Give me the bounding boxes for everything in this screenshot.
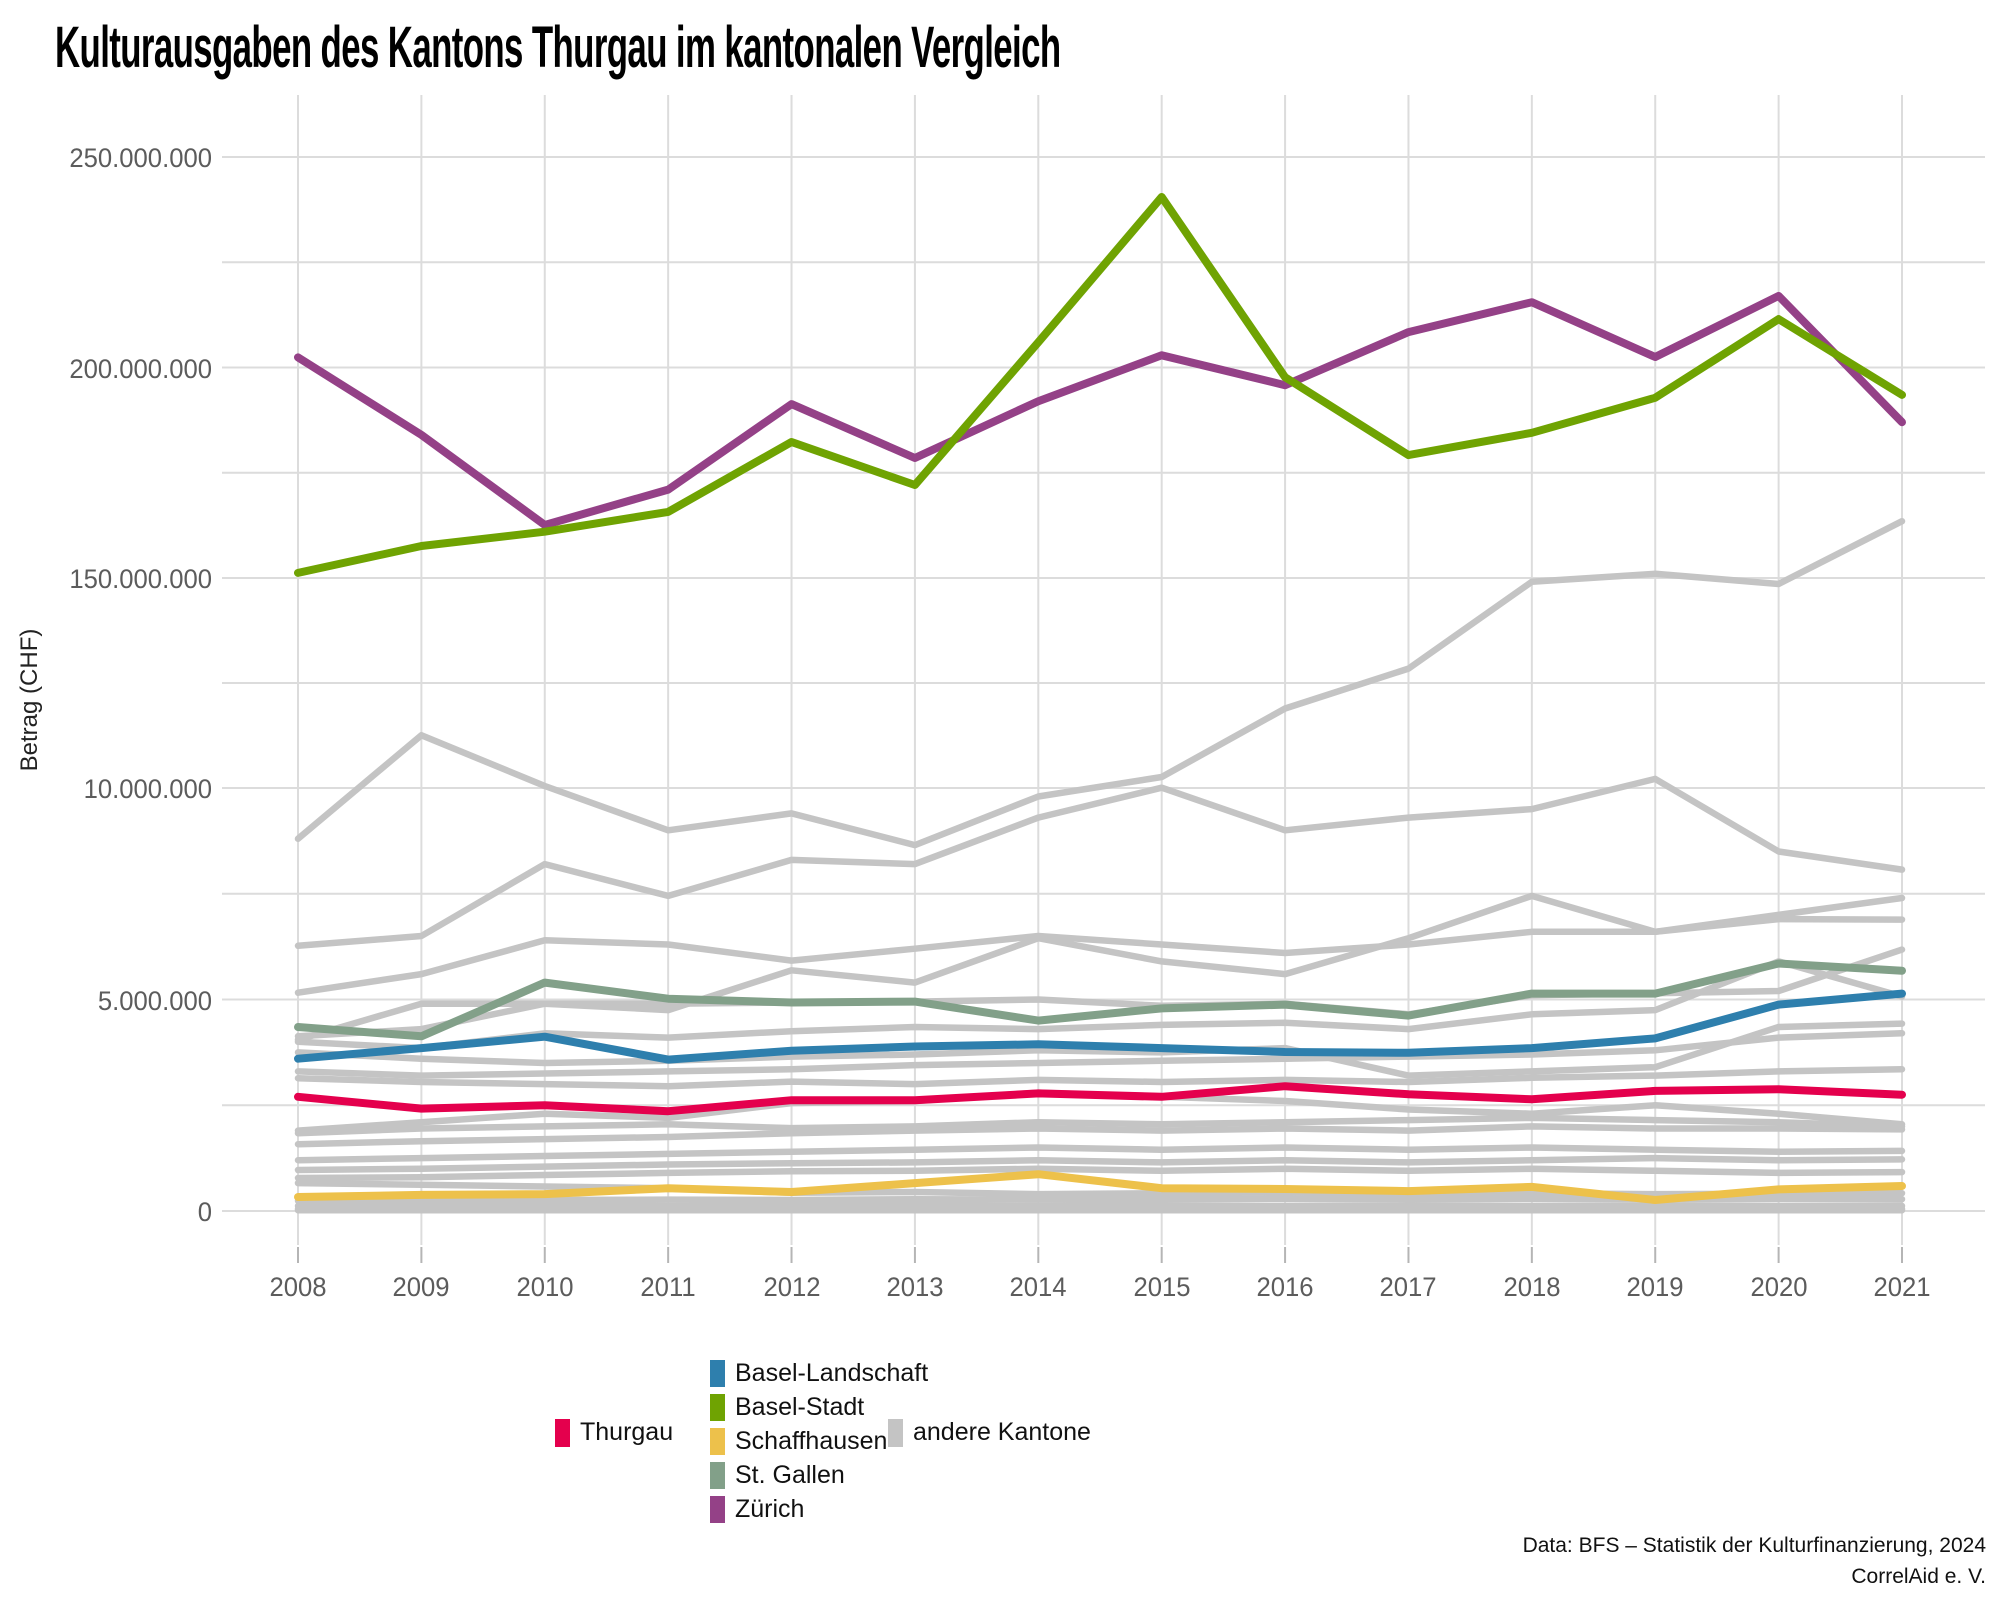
x-tick-label: 2017 (1379, 1272, 1437, 1302)
series-line-andere-kantone-15 (294, 1165, 1906, 1182)
legend-item-basel-stadt: Basel-Stadt (710, 1393, 928, 1421)
y-tick-label: 0 (197, 1197, 212, 1227)
x-tick-label: 2013 (886, 1272, 944, 1302)
y-tick-label: 150.000.000 (69, 564, 212, 594)
x-tick-label: 2011 (640, 1272, 696, 1302)
legend-item-st-gallen: St. Gallen (710, 1461, 928, 1489)
legend-item-basel-landschaft: Basel-Landschaft (710, 1359, 928, 1387)
legend-swatch (710, 1393, 725, 1421)
series-line-schaffhausen (294, 1170, 1906, 1204)
y-tick-label: 10.000.000 (83, 774, 212, 804)
series-line-andere-kantone-07 (294, 1020, 1906, 1079)
series-line-basel-landschaft (294, 989, 1906, 1064)
y-axis-title: Betrag (CHF) (16, 628, 43, 772)
series-line-st-gallen (294, 959, 1906, 1041)
x-tick-label: 2012 (762, 1272, 821, 1302)
legend-label: Schaffhausen (735, 1426, 888, 1455)
y-tick-label: 5.000.000 (97, 985, 212, 1016)
legend-middle-column: Basel-Landschaft Basel-Stadt Schaffhausen S… (710, 1359, 928, 1529)
legend-label: Zürich (735, 1494, 805, 1523)
legend-swatch-andere-kantone (888, 1418, 903, 1447)
series-line-andere-kantone-03 (294, 915, 1906, 996)
legend-label: Basel-Stadt (735, 1392, 865, 1421)
series-line-andere-kantone-12 (294, 1123, 1906, 1148)
legend-swatch (710, 1427, 725, 1455)
x-tick-label: 2014 (1009, 1272, 1067, 1302)
series-line-andere-kantone-14 (294, 1154, 1906, 1174)
x-tick-label: 2008 (269, 1272, 327, 1302)
series-line-andere-kantone-09 (294, 1066, 1906, 1090)
chart-title: Kulturausgaben des Kantons Thurgau im ka… (55, 15, 1061, 80)
x-tick-label: 2016 (1256, 1272, 1314, 1302)
legend-swatch-thurgau (555, 1418, 570, 1447)
x-tick-label: 2010 (516, 1272, 574, 1302)
series-line-andere-kantone-01 (294, 517, 1906, 849)
legend-item-andere-kantone: andere Kantone (888, 1418, 1091, 1447)
series-line-andere-kantone-11 (294, 1114, 1906, 1137)
legend-label-andere-kantone: andere Kantone (913, 1418, 1091, 1446)
series-line-andere-kantone-13 (294, 1144, 1906, 1164)
x-tick-label: 2020 (1750, 1272, 1808, 1302)
source-note-line2: CorrelAid e. V. (1851, 1565, 1986, 1588)
series-line-thurgau (294, 1082, 1906, 1116)
y-tick-label: 250.000.000 (69, 143, 212, 173)
legend-item-z-rich: Zürich (710, 1495, 928, 1523)
x-tick-label: 2019 (1626, 1272, 1684, 1302)
x-tick-label: 2021 (1873, 1272, 1931, 1302)
legend-swatch (710, 1461, 725, 1489)
x-tick-label: 2018 (1503, 1272, 1561, 1302)
series-line-z-rich (294, 291, 1906, 529)
legend-label: St. Gallen (735, 1460, 845, 1489)
source-note-line1: Data: BFS – Statistik der Kulturfinanzie… (1522, 1534, 1986, 1557)
legend-item-schaffhausen: Schaffhausen (710, 1427, 928, 1455)
x-tick-label: 2015 (1133, 1272, 1191, 1302)
legend-label-thurgau: Thurgau (580, 1418, 674, 1446)
y-tick-label: 200.000.000 (69, 353, 212, 384)
series-line-basel-stadt (294, 193, 1906, 577)
legend-swatch (710, 1359, 725, 1387)
series-line-andere-kantone-06 (294, 958, 1906, 1052)
legend-label: Basel-Landschaft (735, 1358, 929, 1387)
series-line-andere-kantone-08 (294, 1030, 1906, 1079)
legend-swatch (710, 1495, 725, 1523)
series-line-andere-kantone-02 (294, 775, 1906, 950)
source-note: Data: BFS – Statistik der Kulturfinanzie… (1523, 1530, 1986, 1592)
x-tick-label: 2009 (392, 1272, 450, 1302)
legend-item-thurgau: Thurgau (555, 1418, 673, 1447)
